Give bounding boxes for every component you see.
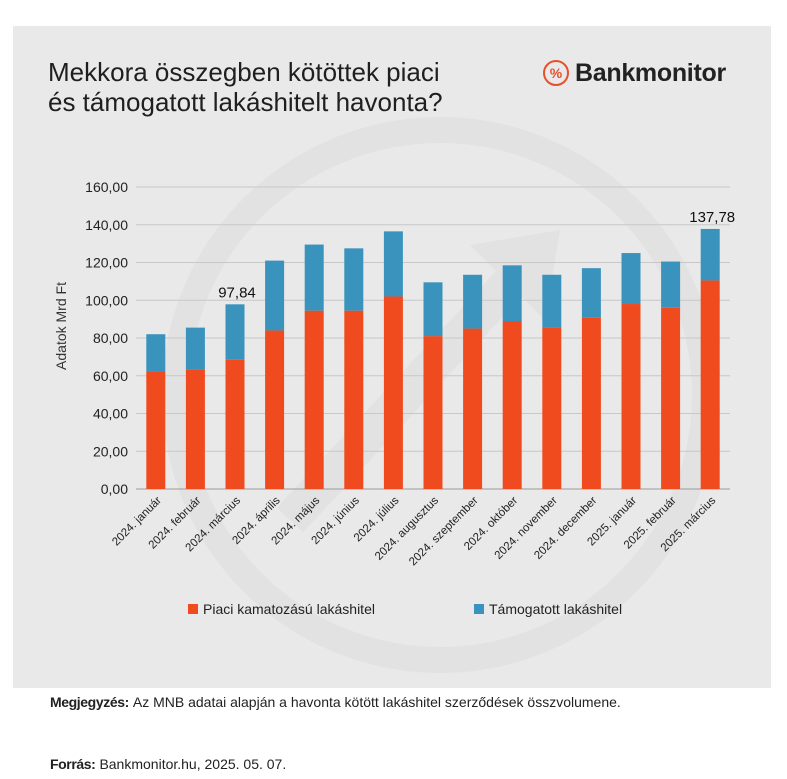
bar-market bbox=[225, 359, 245, 489]
bar-subsidized bbox=[542, 274, 562, 328]
legend-swatch bbox=[474, 604, 484, 614]
bar-subsidized bbox=[265, 260, 285, 331]
bar-subsidized bbox=[225, 304, 245, 360]
bar-subsidized bbox=[304, 244, 324, 311]
y-tick-label: 140,00 bbox=[85, 217, 128, 233]
chart-title-line-1: Mekkora összegben kötöttek piaci bbox=[48, 57, 440, 87]
bar-market bbox=[265, 330, 285, 489]
bar-market bbox=[621, 304, 641, 489]
bar-subsidized bbox=[423, 282, 443, 337]
bar-subsidized bbox=[185, 327, 205, 370]
bar-market bbox=[304, 310, 324, 489]
bar-market bbox=[383, 296, 403, 489]
percent-icon: % bbox=[543, 60, 569, 86]
bar-market bbox=[542, 327, 562, 489]
bar-subsidized bbox=[621, 253, 641, 305]
legend-label: Piaci kamatozású lakáshitel bbox=[203, 601, 375, 617]
y-tick-label: 0,00 bbox=[101, 481, 128, 497]
bar-subsidized bbox=[581, 268, 601, 318]
y-tick-label: 100,00 bbox=[85, 292, 128, 308]
data-label: 137,78 bbox=[689, 209, 735, 226]
y-tick-label: 80,00 bbox=[93, 330, 128, 346]
bar-market bbox=[700, 280, 720, 489]
bar-subsidized bbox=[463, 274, 483, 329]
source-text: Bankmonitor.hu, 2025. 05. 07. bbox=[99, 756, 287, 772]
bar-subsidized bbox=[344, 248, 364, 311]
footnote: Megjegyzés: Az MNB adatai alapján a havon… bbox=[50, 694, 621, 710]
bar-subsidized bbox=[502, 265, 522, 322]
stacked-bar-chart: 0,00 20,00 40,00 60,00 80,00 100,00 120,00 140,… bbox=[53, 179, 736, 617]
brand-logo: % Bankmonitor bbox=[543, 58, 726, 88]
y-tick-label: 120,00 bbox=[85, 255, 128, 271]
y-tick-label: 40,00 bbox=[93, 406, 128, 422]
bar-market bbox=[423, 336, 443, 489]
x-tick-label: 2024. szeptember bbox=[407, 495, 481, 569]
y-tick-label: 160,00 bbox=[85, 179, 128, 195]
footnote-label: Megjegyzés: bbox=[50, 694, 129, 710]
bar-subsidized bbox=[700, 228, 720, 281]
brand-name: Bankmonitor bbox=[575, 58, 726, 87]
bar-market bbox=[344, 310, 364, 489]
bar-market bbox=[185, 369, 205, 489]
bar-market bbox=[146, 371, 166, 489]
legend: Piaci kamatozású lakáshitel Támogatott la… bbox=[188, 601, 622, 617]
y-axis-label: Adatok Mrd Ft bbox=[53, 282, 69, 370]
chart-title: Mekkora összegben kötöttek piaci és támo… bbox=[48, 57, 518, 117]
legend-swatch bbox=[188, 604, 198, 614]
source-label: Forrás: bbox=[50, 756, 96, 772]
legend-label: Támogatott lakáshitel bbox=[489, 601, 622, 617]
bar-subsidized bbox=[383, 231, 403, 297]
data-label: 97,84 bbox=[218, 284, 256, 301]
bar-market bbox=[463, 328, 483, 489]
bar-market bbox=[581, 317, 601, 489]
footnote-text: Az MNB adatai alapján a havonta kötött l… bbox=[132, 694, 621, 710]
bar-market bbox=[502, 321, 522, 489]
bar-subsidized bbox=[661, 261, 681, 308]
bar-subsidized bbox=[146, 334, 166, 372]
bar-market bbox=[661, 307, 681, 489]
y-tick-label: 60,00 bbox=[93, 368, 128, 384]
y-tick-label: 20,00 bbox=[93, 443, 128, 459]
chart-title-line-2: és támogatott lakáshitelt havonta? bbox=[48, 87, 443, 117]
source-line: Forrás: Bankmonitor.hu, 2025. 05. 07. bbox=[50, 756, 286, 772]
